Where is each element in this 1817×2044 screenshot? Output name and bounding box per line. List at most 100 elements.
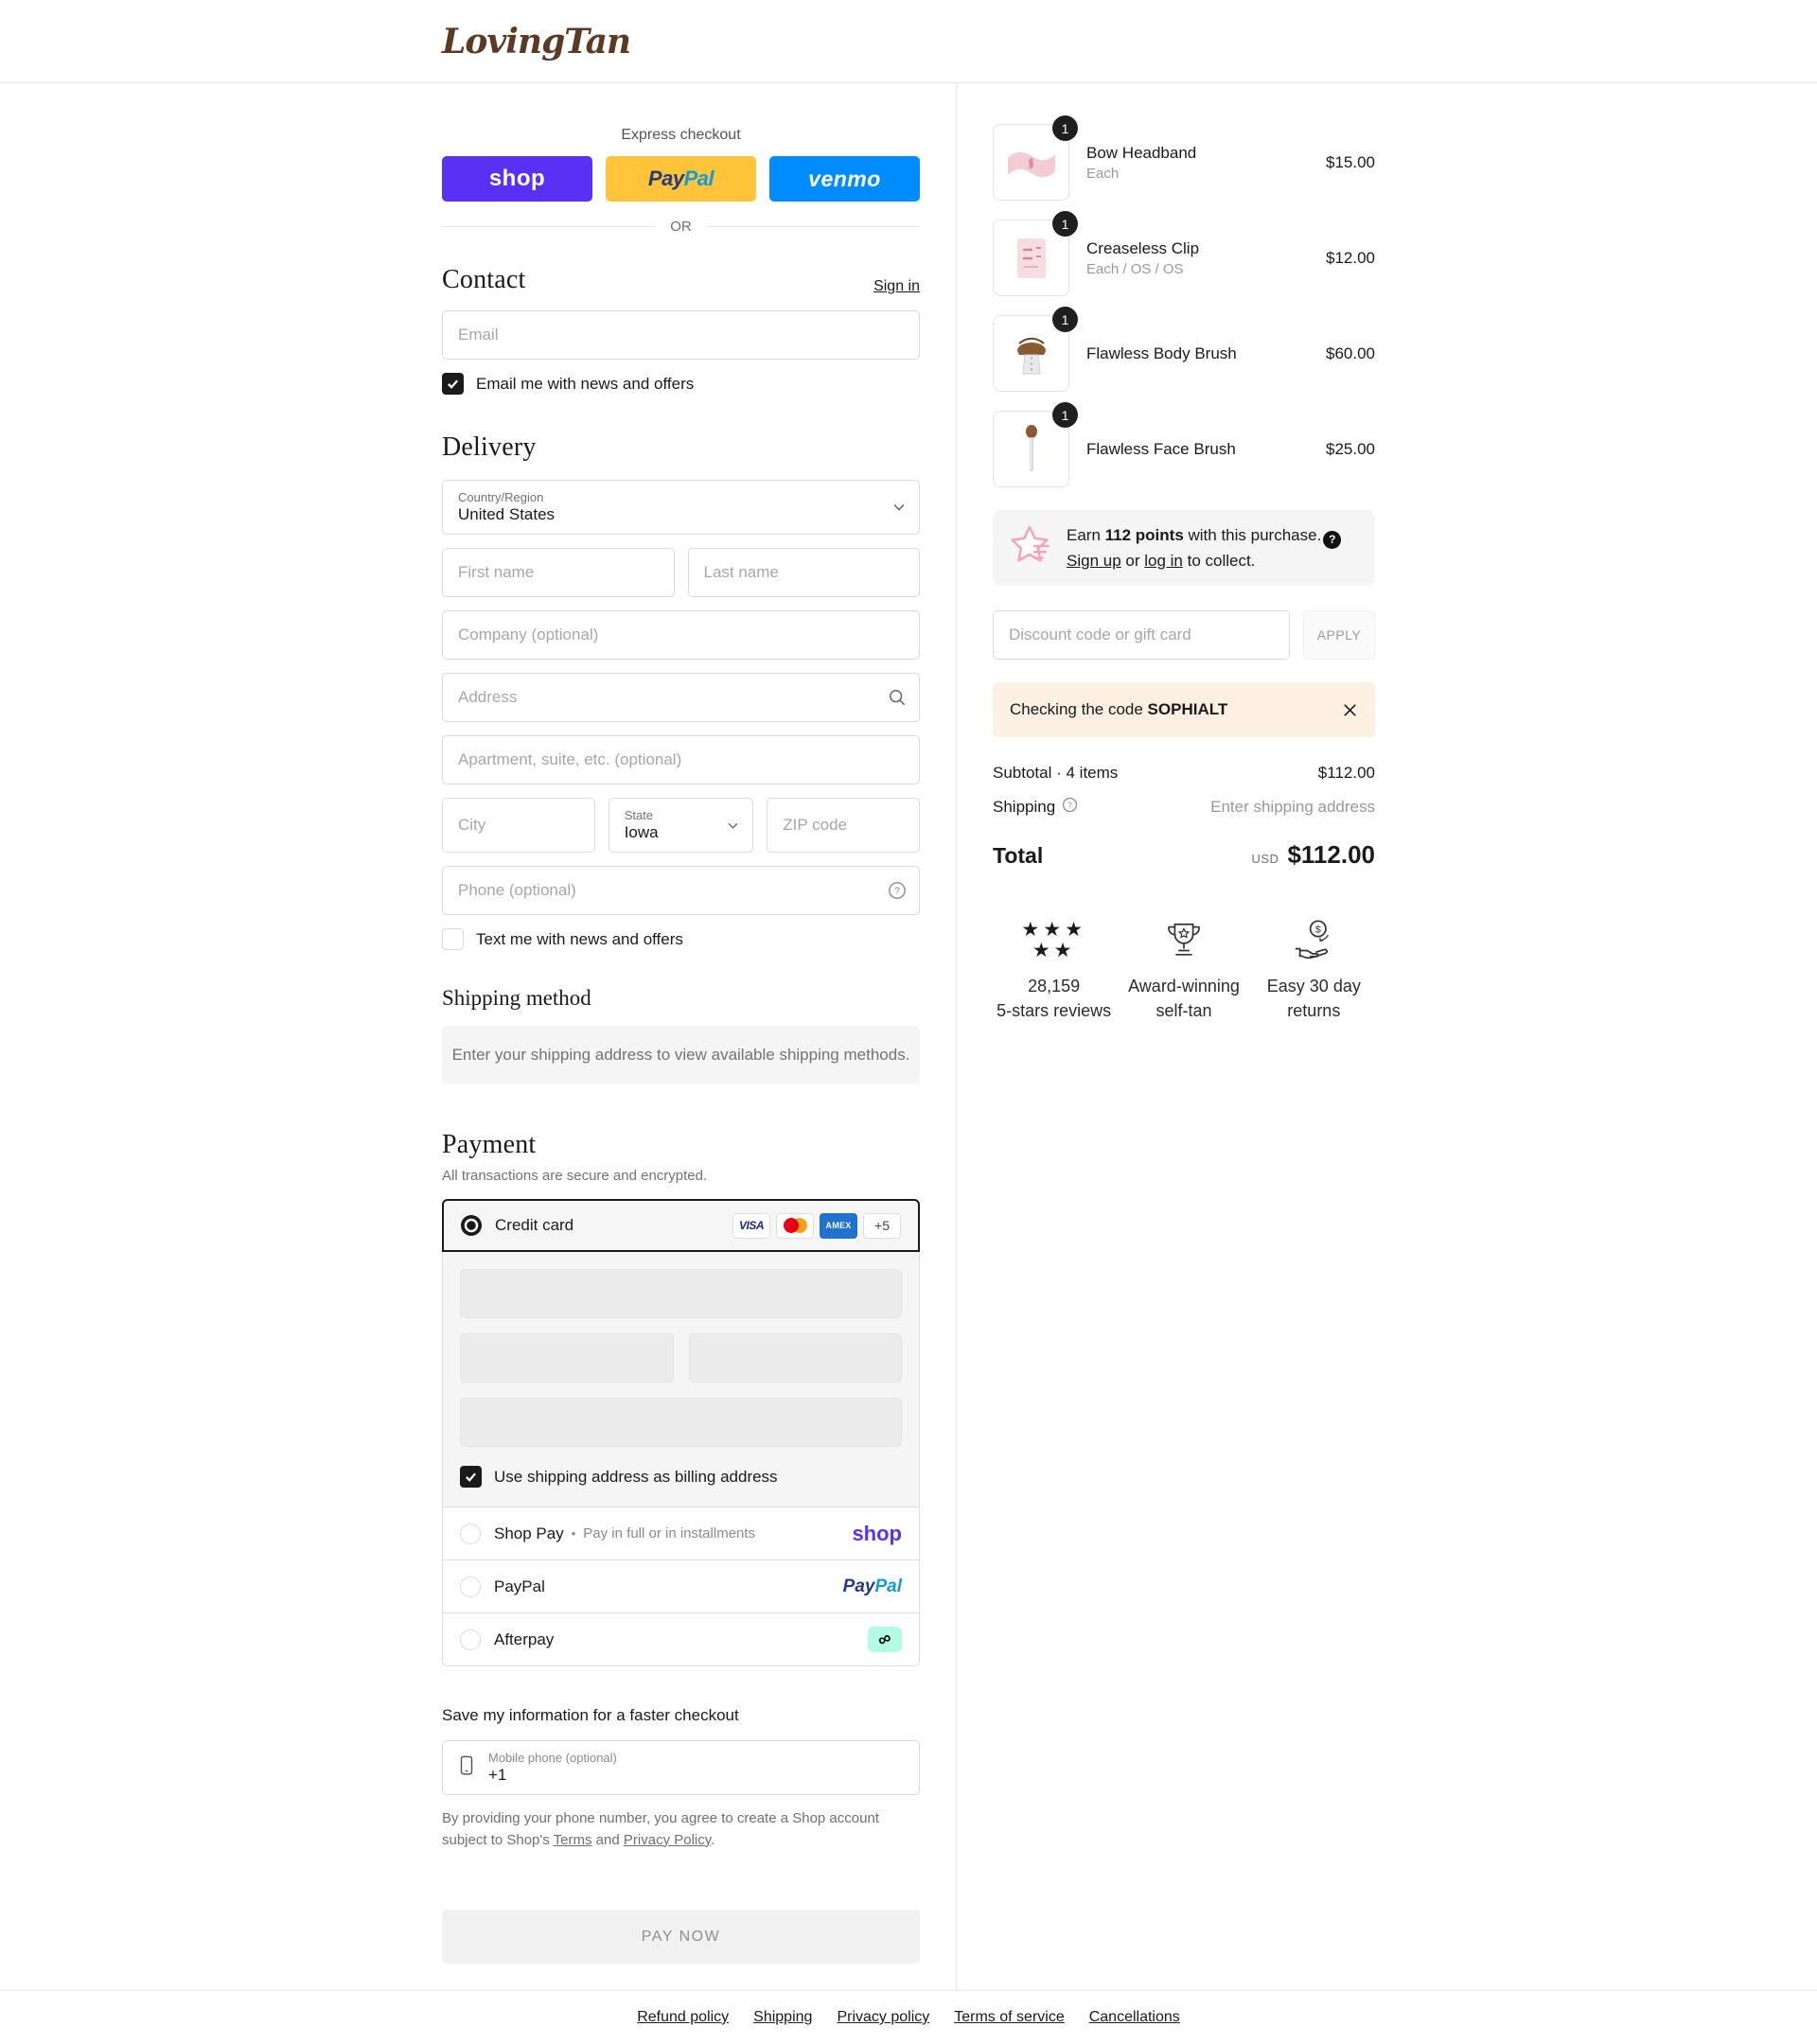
help-icon[interactable]: ? [888, 881, 907, 900]
credit-card-radio[interactable] [461, 1215, 482, 1236]
billing-address-checkbox-row[interactable]: Use shipping address as billing address [443, 1453, 919, 1507]
rewards-points-text: Earn 112 points with this purchase.? Sig… [1067, 523, 1342, 573]
address-input[interactable] [442, 673, 920, 722]
log-in-link[interactable]: log in [1144, 551, 1183, 570]
save-info-title: Save my information for a faster checkou… [442, 1706, 739, 1724]
mobile-phone-field[interactable]: Mobile phone (optional) +1 [442, 1740, 920, 1795]
checkout-form-pane: Express checkout shop PayPal venmo OR Co… [0, 83, 956, 1990]
payment-section-title: Payment [442, 1130, 537, 1159]
apartment-input[interactable] [442, 735, 920, 784]
cancellations-link[interactable]: Cancellations [1088, 2009, 1180, 2025]
terms-of-service-link[interactable]: Terms of service [954, 2009, 1065, 2025]
privacy-policy-footer-link[interactable]: Privacy policy [837, 2009, 930, 2025]
sign-in-link[interactable]: Sign in [873, 278, 920, 294]
discount-checking-alert: Checking the code SOPHIALT [993, 682, 1375, 737]
afterpay-option[interactable]: Afterpay ∞ [443, 1612, 919, 1665]
item-price: $12.00 [1326, 248, 1375, 267]
item-variant: Each [1086, 165, 1120, 182]
email-news-checkbox[interactable] [442, 373, 464, 395]
rewards-star-icon [1010, 525, 1053, 572]
award-badge: Award-winning self-tan [1122, 913, 1244, 1023]
card-name-field[interactable] [460, 1398, 902, 1447]
apply-discount-button[interactable]: APPLY [1303, 610, 1375, 660]
shop-pay-express-button[interactable]: shop [442, 156, 592, 202]
paypal-option[interactable]: PayPal PayPal [443, 1559, 919, 1612]
shop-wordmark: shop [488, 166, 546, 191]
item-price: $25.00 [1326, 439, 1375, 458]
svg-text:?: ? [1067, 801, 1072, 810]
or-divider: OR [442, 219, 920, 235]
shop-pay-option[interactable]: Shop Pay • Pay in full or in installment… [443, 1507, 919, 1559]
item-name: Creaseless Clip [1086, 238, 1200, 257]
email-news-label: Email me with news and offers [476, 374, 695, 393]
state-select[interactable]: State Iowa [608, 798, 754, 853]
terms-link[interactable]: Terms [553, 1831, 592, 1848]
company-input[interactable] [442, 610, 920, 660]
trophy-icon [1162, 913, 1206, 966]
afterpay-radio[interactable] [460, 1629, 481, 1650]
shipping-method-title: Shipping method [442, 986, 591, 1010]
paypal-radio[interactable] [460, 1576, 481, 1597]
afterpay-icon: ∞ [868, 1627, 902, 1652]
last-name-input[interactable] [687, 548, 920, 597]
shipping-value: Enter shipping address [1210, 798, 1375, 816]
country-select[interactable]: Country/Region United States [442, 480, 920, 535]
cart-item: 1 Bow Headband Each $15.00 [993, 115, 1375, 201]
cart-item: 1 Creaseless Clip Each / OS / OS $12.00 [993, 211, 1375, 296]
search-icon [888, 688, 907, 707]
item-name: Bow Headband [1086, 143, 1197, 162]
discount-code-input[interactable] [993, 610, 1290, 660]
item-name: Flawless Body Brush [1086, 344, 1237, 362]
billing-address-label: Use shipping address as billing address [494, 1467, 778, 1486]
email-input[interactable] [442, 310, 920, 360]
separator-dot: • [571, 1526, 576, 1541]
zip-input[interactable] [767, 798, 920, 853]
email-news-checkbox-row[interactable]: Email me with news and offers [442, 373, 920, 395]
billing-address-checkbox[interactable] [460, 1466, 482, 1488]
payment-subtitle: All transactions are secure and encrypte… [442, 1168, 708, 1184]
privacy-policy-link[interactable]: Privacy Policy [623, 1831, 712, 1848]
shipping-help-icon[interactable]: ? [1062, 797, 1078, 818]
paypal-express-button[interactable]: PayPal [606, 156, 756, 202]
mobile-phone-value: +1 [488, 1766, 507, 1784]
first-name-input[interactable] [442, 548, 675, 597]
mobile-phone-label: Mobile phone (optional) [488, 1751, 617, 1765]
country-select-label: Country/Region [458, 490, 544, 504]
store-logo[interactable]: LovingTan [442, 21, 631, 62]
sms-news-checkbox-row[interactable]: Text me with news and offers [442, 928, 920, 950]
sms-news-label: Text me with news and offers [476, 929, 683, 948]
city-input[interactable] [442, 798, 595, 853]
venmo-express-button[interactable]: venmo [769, 156, 920, 202]
shipping-label: Shipping [993, 798, 1056, 816]
sms-news-checkbox[interactable] [442, 928, 464, 950]
checkout-footer: Refund policy Shipping Privacy policy Te… [0, 1990, 1817, 2044]
returns-badge: $ Easy 30 day returns [1253, 913, 1375, 1023]
subtotal-label: Subtotal · 4 items [993, 764, 1119, 782]
refund-policy-link[interactable]: Refund policy [637, 2009, 730, 2025]
shop-logo: shop [852, 1521, 902, 1545]
visa-icon: VISA [732, 1212, 770, 1239]
paypal-logo: PayPal [842, 1576, 902, 1596]
sign-up-link[interactable]: Sign up [1067, 551, 1121, 570]
credit-card-option[interactable]: Credit card VISA AMEX +5 [442, 1199, 920, 1252]
card-cvv-field[interactable] [688, 1333, 902, 1383]
amex-icon: AMEX [820, 1212, 857, 1239]
quantity-badge: 1 [1052, 115, 1078, 141]
quantity-badge: 1 [1052, 402, 1078, 428]
subtotal-value: $112.00 [1317, 764, 1375, 782]
pay-now-button[interactable]: PAY NOW [442, 1910, 920, 1964]
item-price: $15.00 [1326, 152, 1375, 171]
svg-text:$: $ [1315, 924, 1321, 935]
card-expiry-field[interactable] [460, 1333, 674, 1383]
phone-input[interactable] [442, 866, 920, 915]
state-select-value: Iowa [624, 823, 659, 841]
express-checkout-label: Express checkout [621, 127, 741, 143]
shipping-policy-link[interactable]: Shipping [753, 2009, 813, 2025]
checkout-header: LovingTan [0, 0, 1817, 83]
close-icon[interactable] [1342, 702, 1358, 718]
trust-badges: ★★★ ★★ 28,159 5-stars reviews Award-winnin… [993, 913, 1375, 1023]
points-help-icon[interactable]: ? [1323, 530, 1342, 549]
card-number-field[interactable] [460, 1269, 902, 1318]
shop-pay-radio[interactable] [460, 1523, 481, 1544]
credit-card-label: Credit card [495, 1216, 574, 1234]
